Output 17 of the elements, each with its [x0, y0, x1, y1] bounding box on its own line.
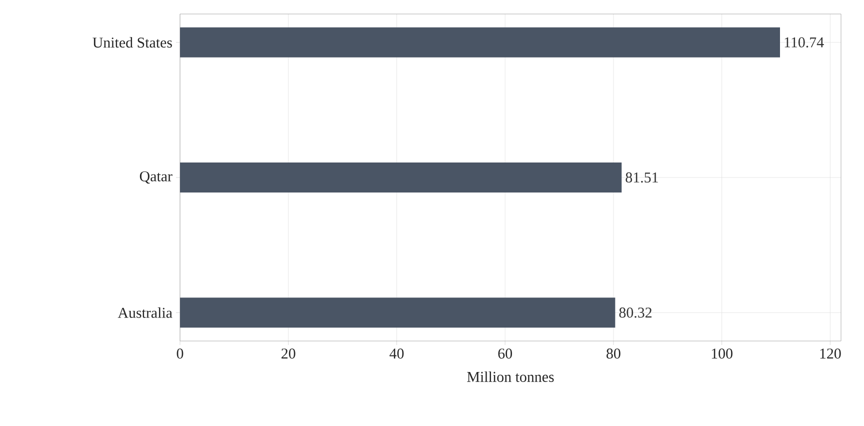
x-tick-label: 60	[498, 348, 512, 359]
y-tick-label: Australia	[118, 307, 172, 318]
y-tick-label: Qatar	[140, 171, 172, 184]
bar	[180, 27, 780, 58]
x-tick-label: 80	[606, 348, 620, 359]
x-tick-label: 20	[282, 348, 296, 359]
bar	[180, 162, 622, 192]
x-axis-title: Million tonnes	[467, 371, 554, 382]
data-label: 110.74	[784, 37, 824, 48]
data-label: 81.51	[626, 172, 658, 183]
x-tick-label: 100	[712, 348, 732, 359]
y-tick-label: United States	[92, 37, 172, 48]
x-tick-label: 0	[176, 348, 184, 359]
x-tick-label: 40	[390, 348, 404, 359]
x-tick-label: 120	[820, 348, 841, 359]
bar	[180, 298, 616, 328]
data-label: 80.32	[619, 308, 652, 318]
